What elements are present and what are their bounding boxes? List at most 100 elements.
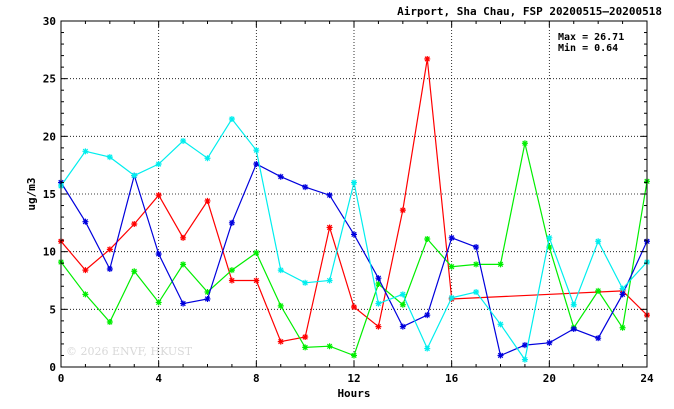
y-tick-label: 0 — [49, 361, 56, 374]
data-point-marker — [106, 319, 113, 326]
data-point-marker — [375, 280, 382, 287]
y-tick-label: 20 — [43, 130, 56, 143]
data-point-marker — [546, 339, 553, 346]
data-point-marker — [277, 302, 284, 309]
data-point-marker — [448, 294, 455, 301]
data-point-marker — [399, 323, 406, 330]
data-point-marker — [424, 55, 431, 62]
data-point-marker — [351, 304, 357, 311]
data-point-marker — [302, 279, 309, 286]
data-point-marker — [82, 267, 89, 274]
data-point-marker — [399, 207, 406, 214]
data-point-marker — [204, 155, 211, 162]
data-point-marker — [106, 246, 113, 253]
data-point-marker — [228, 277, 235, 284]
x-tick-label: 16 — [445, 372, 459, 385]
data-point-marker — [180, 300, 187, 307]
data-point-marker — [326, 277, 333, 284]
ticks: 0 4 8 12 16 20 24 0 5 10 15 20 25 30 — [43, 15, 654, 385]
data-point-marker — [204, 197, 211, 204]
chart-title: Airport, Sha Chau, FSP 20200515—20200518 — [397, 5, 662, 18]
data-point-marker — [351, 352, 357, 359]
data-point-marker — [131, 220, 138, 227]
data-point-marker — [180, 261, 187, 268]
data-point-marker — [155, 299, 162, 306]
x-tick-label: 4 — [155, 372, 162, 385]
data-point-marker — [302, 334, 309, 341]
x-tick-label: 12 — [347, 372, 360, 385]
data-point-marker — [351, 179, 357, 186]
data-point-marker — [424, 345, 431, 352]
data-point-marker — [106, 154, 113, 161]
data-point-marker — [82, 148, 89, 155]
data-point-marker — [302, 184, 309, 191]
data-point-marker — [595, 238, 602, 245]
data-point-marker — [253, 249, 260, 256]
y-tick-label: 25 — [43, 73, 56, 86]
data-point-marker — [595, 287, 602, 294]
watermark: © 2026 ENVF, HKUST — [66, 345, 193, 358]
data-point-marker — [521, 342, 528, 349]
data-point-marker — [570, 301, 577, 308]
data-point-marker — [82, 291, 89, 298]
data-point-marker — [546, 244, 553, 251]
series-4 — [58, 116, 650, 363]
y-tick-label: 5 — [49, 303, 56, 316]
data-point-marker — [375, 323, 382, 330]
y-tick-label: 30 — [43, 15, 56, 28]
data-point-marker — [180, 234, 187, 241]
data-point-marker — [595, 335, 602, 342]
data-point-marker — [497, 352, 504, 359]
data-point-marker — [253, 277, 260, 284]
series-line — [60, 58, 648, 343]
data-point-marker — [106, 265, 113, 272]
data-point-marker — [155, 192, 162, 199]
series-group — [58, 55, 650, 363]
data-point-marker — [204, 289, 211, 296]
max-label: Max = 26.71 — [558, 32, 624, 43]
data-point-marker — [619, 291, 626, 298]
data-point-marker — [204, 295, 211, 302]
x-axis-label: Hours — [337, 387, 370, 400]
min-label: Min = 0.64 — [558, 42, 618, 54]
data-point-marker — [546, 234, 553, 241]
data-point-marker — [326, 192, 333, 199]
data-point-marker — [131, 172, 138, 179]
series-2 — [58, 140, 650, 359]
data-point-marker — [351, 231, 357, 238]
data-point-marker — [448, 263, 455, 270]
x-tick-label: 8 — [253, 372, 260, 385]
data-point-marker — [82, 218, 89, 225]
data-point-marker — [521, 140, 528, 147]
data-point-marker — [180, 137, 187, 144]
data-point-marker — [228, 116, 235, 123]
grid — [61, 21, 647, 367]
data-point-marker — [253, 161, 260, 168]
data-point-marker — [424, 312, 431, 319]
data-point-marker — [399, 291, 406, 298]
data-point-marker — [448, 234, 455, 241]
x-tick-label: 20 — [543, 372, 556, 385]
y-tick-label: 15 — [43, 188, 56, 201]
y-axis-label: ug/m3 — [25, 177, 38, 210]
data-point-marker — [570, 325, 577, 332]
data-point-marker — [277, 173, 284, 180]
data-point-marker — [497, 261, 504, 268]
data-point-marker — [302, 344, 309, 351]
series-3 — [58, 161, 650, 359]
y-tick-label: 10 — [43, 246, 56, 259]
x-tick-label: 24 — [640, 372, 654, 385]
x-tick-label: 0 — [58, 372, 65, 385]
data-point-marker — [228, 219, 235, 226]
data-point-marker — [399, 301, 406, 308]
data-point-marker — [521, 356, 528, 363]
data-point-marker — [326, 224, 333, 231]
data-point-marker — [497, 321, 504, 328]
data-point-marker — [473, 244, 480, 251]
data-point-marker — [473, 289, 480, 296]
data-point-marker — [424, 235, 431, 242]
data-point-marker — [375, 275, 382, 282]
data-point-marker — [277, 338, 284, 345]
series-line — [60, 117, 648, 362]
